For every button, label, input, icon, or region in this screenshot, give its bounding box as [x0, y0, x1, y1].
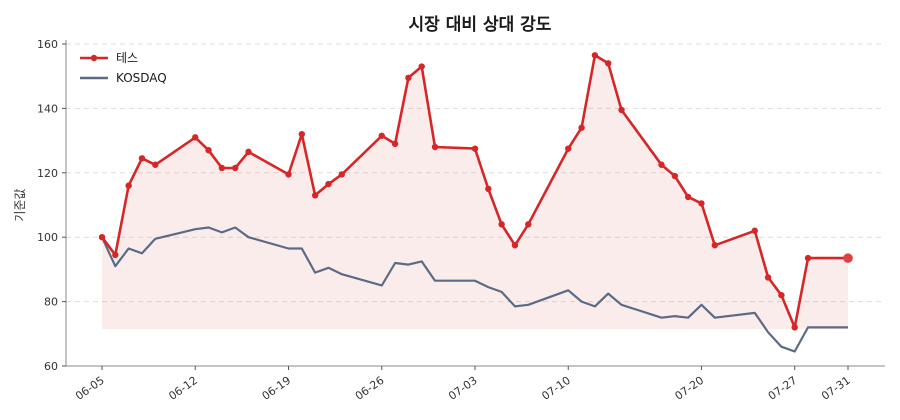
y-tick-label: 120: [37, 167, 58, 180]
data-point: [711, 242, 718, 249]
legend-swatch-marker: [90, 54, 98, 62]
x-tick-label: 06-19: [260, 374, 294, 403]
data-point: [112, 251, 119, 259]
data-point: [205, 147, 212, 154]
data-point: [431, 143, 439, 151]
x-tick-label: 07-31: [819, 374, 853, 403]
data-point: [218, 164, 226, 172]
data-point: [671, 172, 679, 180]
data-point: [125, 182, 132, 189]
legend-label: KOSDAQ: [116, 71, 167, 85]
data-point: [378, 132, 385, 139]
series-line-benchmark: [101, 226, 848, 353]
data-point: [325, 180, 332, 188]
data-point: [98, 234, 106, 241]
data-point: [298, 130, 306, 138]
data-point: [791, 324, 798, 331]
x-axis-ticks: 06-05 06-12 06-19 06-26 07-03 07-10 07-20 07-27…: [73, 366, 853, 403]
data-point: [152, 161, 159, 168]
y-tick-label: 100: [37, 231, 58, 244]
data-point: [311, 192, 319, 199]
data-point: [698, 200, 705, 207]
x-tick-label: 06-12: [166, 374, 200, 403]
legend-label: 테스: [116, 51, 138, 65]
data-point: [285, 171, 292, 178]
data-point: [578, 124, 585, 131]
data-point: [418, 63, 425, 70]
x-tick-label: 06-05: [73, 374, 107, 403]
data-point: [511, 242, 519, 249]
data-point: [618, 106, 625, 114]
data-point: [764, 274, 772, 281]
data-point: [751, 227, 758, 234]
data-point: [232, 164, 239, 172]
data-point: [192, 134, 199, 141]
y-tick-label: 80: [44, 296, 58, 309]
data-point: [485, 185, 492, 193]
x-tick-label: 07-27: [766, 374, 800, 403]
legend: 테스 KOSDAQ: [80, 51, 167, 85]
x-tick-label: 06-26: [353, 374, 387, 403]
data-point: [338, 171, 345, 178]
data-point: [778, 291, 785, 299]
y-axis-label: 기준값: [13, 188, 27, 221]
data-point: [591, 52, 599, 59]
data-point: [391, 140, 399, 148]
y-axis-ticks: 60 80 100 120 140 160: [37, 38, 66, 373]
data-point: [684, 193, 692, 201]
chart-title: 시장 대비 상대 강도: [409, 15, 552, 35]
series-area-fill: [102, 55, 848, 329]
data-point: [605, 60, 612, 67]
data-point: [471, 145, 479, 152]
data-point: [658, 161, 665, 168]
data-point: [804, 254, 812, 262]
x-tick-label: 07-10: [539, 374, 573, 403]
y-tick-label: 140: [37, 102, 58, 115]
y-tick-label: 160: [37, 38, 58, 51]
data-point: [405, 74, 412, 82]
data-point: [138, 155, 146, 162]
grid-lines: [66, 43, 885, 303]
data-point: [565, 145, 572, 152]
y-tick-label: 60: [44, 360, 58, 373]
data-point: [525, 221, 532, 228]
x-tick-label: 07-03: [446, 374, 480, 403]
x-tick-label: 07-20: [673, 374, 707, 403]
data-point: [498, 221, 505, 228]
plot-area: [98, 52, 853, 353]
data-point: [245, 148, 252, 156]
last-point-marker: [843, 253, 853, 263]
